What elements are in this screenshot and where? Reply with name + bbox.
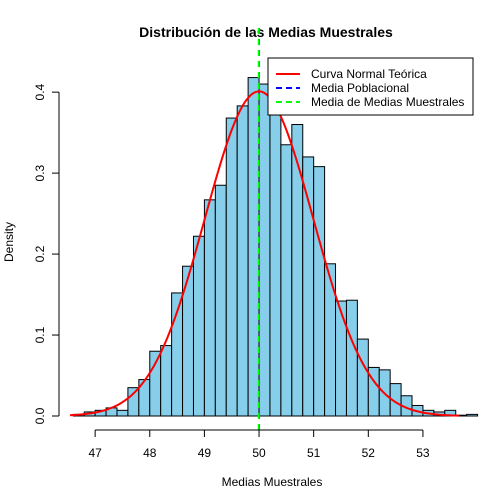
chart-title: Distribución de las Medias Muestrales xyxy=(139,24,393,40)
histogram-bar xyxy=(149,350,162,417)
y-tick-label: 0.0 xyxy=(33,407,47,424)
x-axis: 47 48 49 50 51 52 53 xyxy=(88,429,430,460)
y-axis-title: Density xyxy=(2,222,16,262)
histogram-bar xyxy=(127,387,140,417)
histogram-bar xyxy=(203,199,216,417)
histogram-bar xyxy=(192,235,205,417)
histogram-bar xyxy=(345,299,358,417)
histogram-bar xyxy=(335,300,347,417)
legend-label-normal-curve: Curva Normal Teórica xyxy=(311,67,427,81)
histogram-bar xyxy=(356,338,369,417)
histogram-bar xyxy=(302,156,315,417)
y-tick-label: 0.3 xyxy=(33,164,47,181)
y-tick-label: 0.4 xyxy=(33,83,47,100)
histogram-bar xyxy=(236,105,249,417)
histogram-bars xyxy=(72,77,479,417)
legend-label-population-mean: Media Poblacional xyxy=(311,81,409,95)
histogram-bar xyxy=(258,83,271,417)
x-tick-label: 53 xyxy=(416,446,430,460)
x-tick-label: 50 xyxy=(252,446,266,460)
x-tick-label: 51 xyxy=(307,446,321,460)
x-tick-label: 49 xyxy=(198,446,212,460)
y-tick-label: 0.2 xyxy=(33,245,47,262)
y-tick-label: 0.1 xyxy=(33,326,47,343)
normal-curve-line xyxy=(69,90,460,417)
histogram-bar xyxy=(214,184,227,417)
legend-box xyxy=(267,57,474,116)
histogram-bar xyxy=(324,263,337,417)
legend-label-sample-means-mean: Media de Medias Muestrales xyxy=(311,95,464,109)
legend: Curva Normal Teórica Media Poblacional M… xyxy=(267,57,474,116)
histogram-bar xyxy=(291,124,304,417)
x-tick-label: 48 xyxy=(143,446,157,460)
histogram-bar xyxy=(116,409,129,417)
y-axis: 0.0 0.1 0.2 0.3 0.4 xyxy=(33,83,60,424)
histogram-bar xyxy=(269,102,282,417)
histogram-bar xyxy=(247,77,260,417)
histogram-bar xyxy=(313,166,326,417)
histogram-bar xyxy=(466,413,479,417)
histogram-bar xyxy=(160,345,173,417)
histogram-bar xyxy=(225,117,238,417)
x-axis-title: Medias Muestrales xyxy=(222,475,323,489)
x-tick-label: 52 xyxy=(362,446,376,460)
histogram-bar xyxy=(280,144,293,417)
x-tick-label: 47 xyxy=(88,446,102,460)
